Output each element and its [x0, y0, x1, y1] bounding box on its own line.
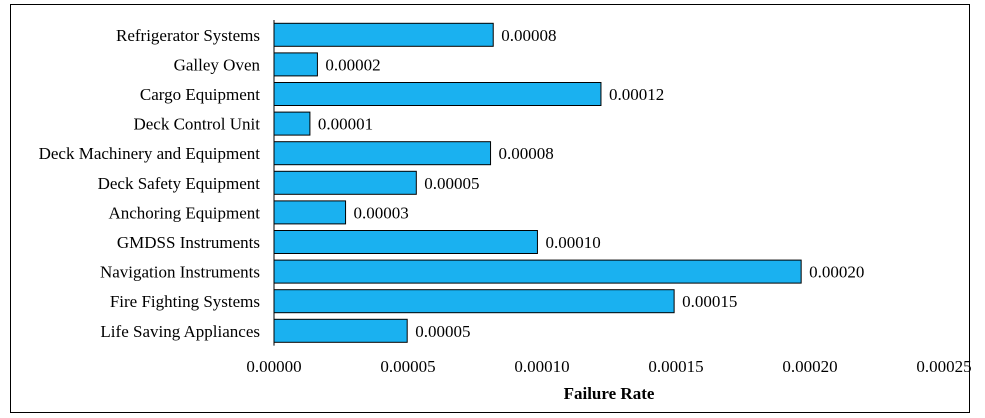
category-label: GMDSS Instruments [117, 233, 260, 252]
data-label: 0.00001 [318, 115, 373, 134]
bar [273, 141, 492, 166]
category-label: Galley Oven [174, 55, 261, 74]
bar [273, 289, 675, 314]
x-tick-label: 0.00025 [916, 357, 971, 376]
bar [273, 111, 311, 136]
bar [273, 170, 417, 195]
data-label: 0.00020 [809, 263, 864, 282]
category-label: Deck Machinery and Equipment [39, 144, 261, 163]
bar [273, 230, 538, 254]
x-tick-labels: 0.00000 0.00005 0.00010 0.00015 0.00020 0.000… [246, 357, 971, 376]
data-label: 0.00008 [501, 26, 556, 45]
category-labels: Refrigerator Systems Galley Oven Cargo Equ… [39, 26, 261, 341]
x-axis-title: Failure Rate [564, 384, 655, 403]
bars [273, 22, 802, 343]
x-tick-label: 0.00020 [782, 357, 837, 376]
data-label: 0.00015 [682, 292, 737, 311]
category-label: Navigation Instruments [100, 263, 260, 282]
category-label: Deck Control Unit [133, 115, 260, 134]
x-tick-label: 0.00000 [246, 357, 301, 376]
category-label: Anchoring Equipment [108, 203, 260, 222]
bar [273, 82, 602, 106]
x-tick-label: 0.00010 [514, 357, 569, 376]
data-label: 0.00005 [424, 174, 479, 193]
data-label: 0.00008 [499, 144, 554, 163]
data-label: 0.00003 [354, 203, 409, 222]
data-label: 0.00012 [609, 85, 664, 104]
category-label: Life Saving Appliances [100, 322, 260, 341]
chart-frame [10, 4, 970, 413]
bar [273, 200, 347, 225]
bar [273, 259, 802, 284]
x-tick-label: 0.00005 [380, 357, 435, 376]
category-label: Refrigerator Systems [116, 26, 260, 45]
category-label: Cargo Equipment [140, 85, 260, 104]
data-labels: 0.00008 0.00002 0.00012 0.00001 0.00008 0.000… [318, 26, 864, 341]
bar [273, 22, 494, 47]
data-label: 0.00010 [545, 233, 600, 252]
bar [273, 318, 408, 343]
bar [273, 52, 318, 77]
data-label: 0.00002 [325, 55, 380, 74]
data-label: 0.00005 [415, 322, 470, 341]
x-tick-label: 0.00015 [648, 357, 703, 376]
category-label: Deck Safety Equipment [98, 174, 261, 193]
category-label: Fire Fighting Systems [110, 292, 260, 311]
